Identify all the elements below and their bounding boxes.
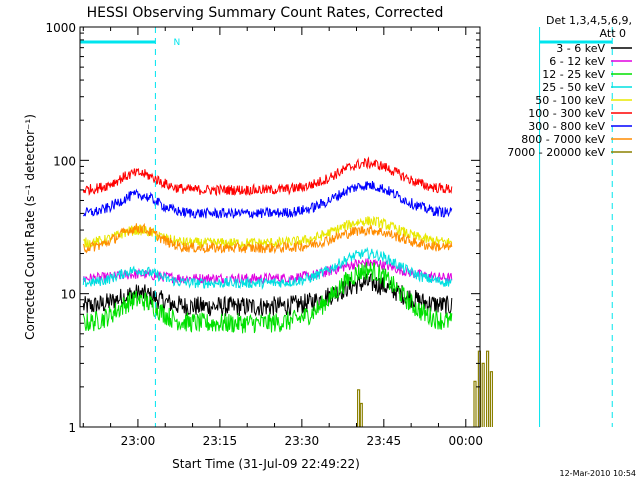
y-tick-label: 1 [68, 421, 76, 435]
x-tick-label: 23:00 [121, 434, 156, 448]
legend-label: 100 - 300 keV [528, 107, 605, 120]
series-line-25-50- [82, 246, 452, 291]
series-line-800-7000- [82, 222, 453, 255]
legend-label: 800 - 7000 keV [521, 133, 605, 146]
y-tick-label: 1000 [45, 21, 76, 35]
annotation-label-0: N [173, 38, 180, 48]
chart-title: HESSI Observing Summary Count Rates, Cor… [87, 5, 444, 21]
legend-header-2: Att 0 [600, 27, 626, 40]
y-tick-label: 100 [53, 154, 76, 168]
y-axis-ticks: 1 10 100 1000 [45, 21, 480, 435]
series-line-100-300- [82, 156, 453, 197]
x-axis-label: Start Time (31-Jul-09 22:49:22) [172, 457, 360, 471]
series-line-300-800- [82, 180, 453, 219]
x-tick-label: 23:15 [203, 434, 238, 448]
x-tick-label: 23:30 [285, 434, 320, 448]
legend-label: 50 - 100 keV [535, 94, 605, 107]
legend-label: 6 - 12 keV [549, 55, 605, 68]
plot-frame [79, 26, 481, 428]
x-tick-label: 23:45 [367, 434, 402, 448]
series-line-12-25- [82, 262, 453, 334]
series-line-3-6- [82, 273, 453, 317]
night-intervals: N [79, 27, 613, 427]
legend-label: 12 - 25 keV [542, 68, 605, 81]
legend-label: 7000 - 20000 keV [507, 146, 605, 159]
y-axis-label: Corrected Count Rate (s⁻¹ detector⁻¹) [23, 114, 37, 340]
legend-header-1: Det 1,3,4,5,6,9, [546, 14, 632, 27]
y-tick-label: 10 [61, 288, 76, 302]
series-line-7000-20000- [357, 350, 493, 427]
series-layer [82, 156, 493, 427]
legend-label: 300 - 800 keV [528, 120, 605, 133]
x-axis-ticks: 23:00 23:15 23:30 23:45 00:00 [82, 27, 483, 448]
footer-date: 12-Mar-2010 10:54 [560, 469, 637, 478]
legend-label: 3 - 6 keV [556, 42, 605, 55]
x-tick-label: 00:00 [448, 434, 483, 448]
legend-label: 25 - 50 keV [542, 81, 605, 94]
